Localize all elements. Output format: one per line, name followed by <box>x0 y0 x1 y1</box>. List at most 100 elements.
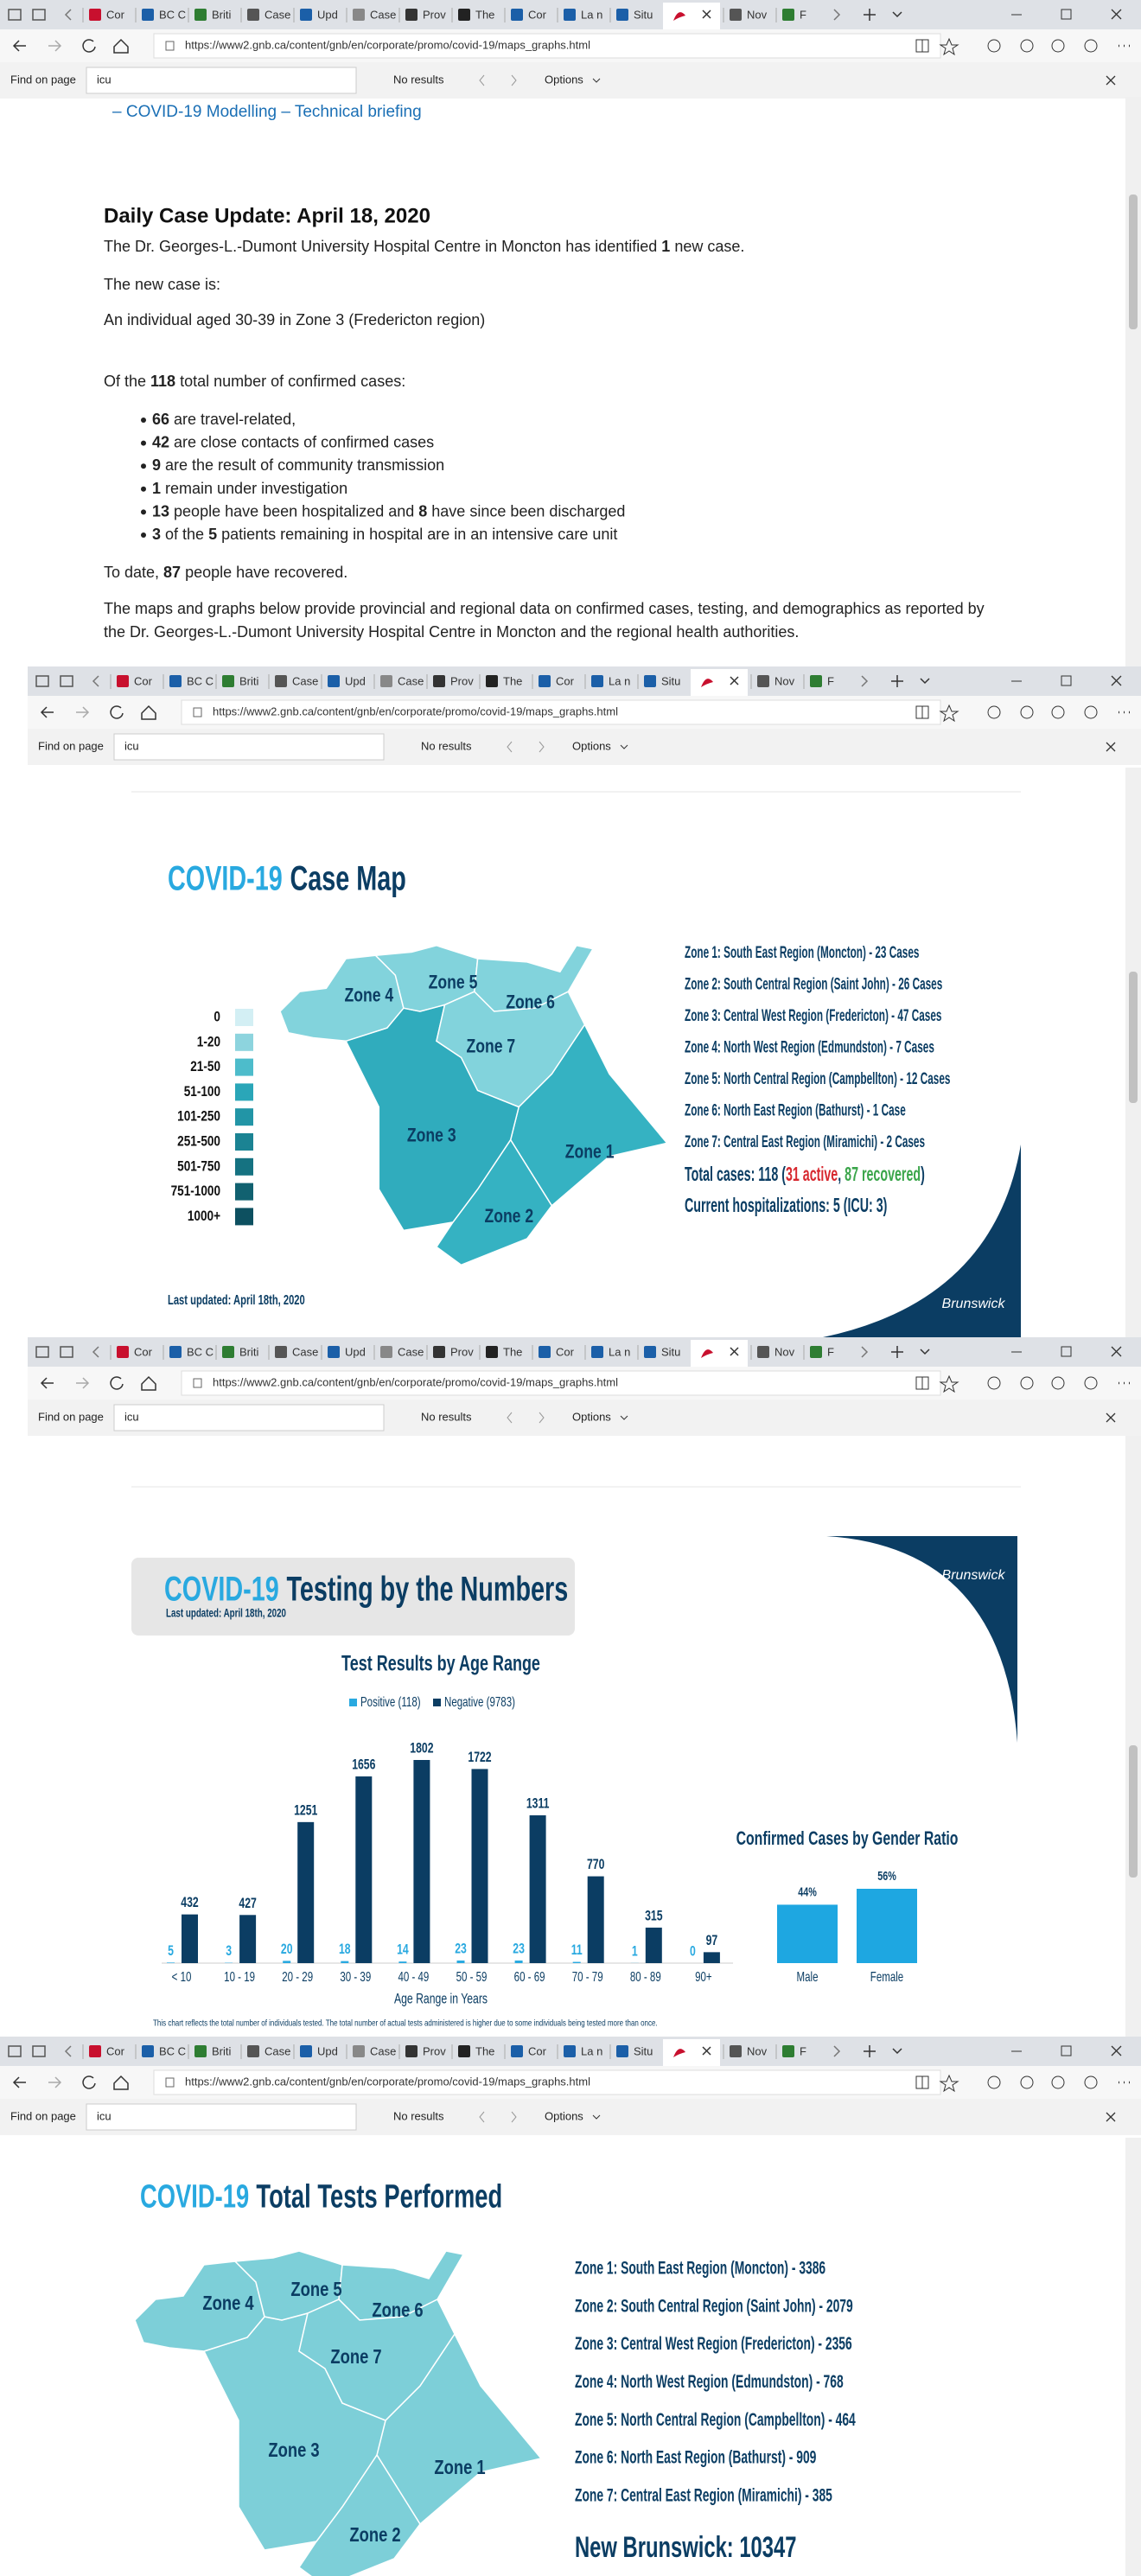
tab-title[interactable]: La n <box>581 8 602 21</box>
toolbar-icon[interactable] <box>1084 1376 1098 1390</box>
tab-favicon[interactable] <box>730 9 742 21</box>
back-button[interactable] <box>40 706 54 718</box>
tab-favicon[interactable] <box>486 1346 498 1358</box>
new-tab[interactable] <box>891 675 903 687</box>
tab-favicon[interactable] <box>300 9 312 21</box>
tab-favicon[interactable] <box>511 2045 523 2057</box>
new-tab[interactable] <box>891 1346 903 1358</box>
toolbar-icon[interactable] <box>1051 2075 1065 2089</box>
tab-title[interactable]: Upd <box>317 8 338 21</box>
find-next[interactable] <box>539 1412 545 1424</box>
tab-title[interactable]: The <box>503 1345 522 1358</box>
tab-title[interactable]: Briti <box>239 674 259 687</box>
tab-favicon[interactable] <box>564 9 576 21</box>
tab-favicon[interactable] <box>300 2045 312 2057</box>
find-close[interactable] <box>1106 742 1116 752</box>
url-box[interactable] <box>153 33 941 59</box>
tab-title[interactable]: Cor <box>134 674 153 687</box>
favorite[interactable] <box>939 37 959 56</box>
tab-favicon[interactable] <box>810 675 822 687</box>
tab-favicon[interactable] <box>458 2045 470 2057</box>
find-query[interactable]: icu <box>124 1410 139 1423</box>
tab-title[interactable]: F <box>827 674 834 687</box>
maximize[interactable] <box>1061 2045 1072 2056</box>
toolbar-icon[interactable] <box>1020 39 1034 53</box>
back-button[interactable] <box>40 1377 54 1389</box>
tab-title[interactable]: Prov <box>450 1345 474 1358</box>
toolbar-icon[interactable] <box>987 705 1001 719</box>
find-input[interactable] <box>86 67 357 94</box>
url-text[interactable]: https://www2.gnb.ca/content/gnb/en/corpo… <box>185 2075 590 2088</box>
tab-title[interactable]: The <box>503 674 522 687</box>
url-box[interactable] <box>181 1370 941 1396</box>
forward-button[interactable] <box>76 1377 90 1389</box>
tab-title[interactable]: F <box>800 8 806 21</box>
toolbar-icon[interactable] <box>1084 2075 1098 2089</box>
tab-favicon[interactable] <box>539 675 551 687</box>
refresh-button[interactable] <box>82 2075 96 2089</box>
back-button[interactable] <box>12 40 26 52</box>
favorite[interactable] <box>939 1374 959 1393</box>
tab-favicon[interactable] <box>757 675 769 687</box>
tab-title[interactable]: Situ <box>634 2044 653 2057</box>
tab-title[interactable]: Case <box>398 1345 424 1358</box>
close-window[interactable] <box>1111 675 1122 686</box>
tab-title[interactable]: Case <box>265 8 290 21</box>
tab-title[interactable]: Briti <box>212 8 232 21</box>
tab-title[interactable]: Case <box>265 2044 290 2057</box>
tab-favicon[interactable] <box>89 9 101 21</box>
toolbar-icon[interactable] <box>1051 705 1065 719</box>
maximize[interactable] <box>1061 675 1072 686</box>
new-tab[interactable] <box>864 9 876 21</box>
url-text[interactable]: https://www2.gnb.ca/content/gnb/en/corpo… <box>213 705 618 717</box>
tab-favicon[interactable] <box>616 9 628 21</box>
tab-title[interactable]: Prov <box>450 674 474 687</box>
tab-title[interactable]: Nov <box>747 2044 768 2057</box>
tab-favicon[interactable] <box>247 2045 259 2057</box>
tab-favicon[interactable] <box>380 1346 392 1358</box>
tab-favicon[interactable] <box>117 675 129 687</box>
tab-favicon[interactable] <box>782 9 794 21</box>
tab-title[interactable]: La n <box>609 674 630 687</box>
tab-list[interactable] <box>892 11 902 18</box>
find-query[interactable]: icu <box>97 73 112 86</box>
find-next[interactable] <box>539 741 545 753</box>
tab-title[interactable]: Cor <box>556 674 575 687</box>
toolbar-icon[interactable] <box>1084 705 1098 719</box>
tab-title[interactable]: Upd <box>345 674 366 687</box>
tab-favicon[interactable] <box>194 9 207 21</box>
close-window[interactable] <box>1111 1346 1122 1357</box>
toolbar-icon[interactable] <box>1020 1376 1034 1390</box>
tab-favicon[interactable] <box>591 675 603 687</box>
tab-title[interactable]: BC C <box>159 2044 186 2057</box>
tab-favicon[interactable] <box>353 2045 365 2057</box>
toolbar-icon[interactable] <box>1051 1376 1065 1390</box>
active-tab[interactable] <box>691 669 748 696</box>
tab-title[interactable]: Briti <box>239 1345 259 1358</box>
url-text[interactable]: https://www2.gnb.ca/content/gnb/en/corpo… <box>213 1375 618 1388</box>
refresh-button[interactable] <box>110 705 124 719</box>
article-link[interactable]: – COVID-19 Modelling – Technical briefin… <box>112 103 422 121</box>
forward-button[interactable] <box>48 2076 62 2088</box>
tab-favicon[interactable] <box>247 9 259 21</box>
home-button[interactable] <box>141 1375 156 1391</box>
tab-favicon[interactable] <box>222 1346 234 1358</box>
home-button[interactable] <box>113 2075 129 2090</box>
tab-title[interactable]: The <box>475 8 494 21</box>
url-text[interactable]: https://www2.gnb.ca/content/gnb/en/corpo… <box>185 38 590 51</box>
tab-favicon[interactable] <box>169 675 182 687</box>
tab-title[interactable]: Situ <box>661 674 680 687</box>
favorite[interactable] <box>939 704 959 723</box>
tab-title[interactable]: Cor <box>556 1345 575 1358</box>
tab-title[interactable]: Upd <box>345 1345 366 1358</box>
toolbar-icon[interactable] <box>1051 39 1065 53</box>
tab-title[interactable]: Cor <box>528 2044 547 2057</box>
active-tab[interactable] <box>691 1340 748 1367</box>
refresh-button[interactable] <box>82 39 96 53</box>
find-input[interactable] <box>113 733 385 761</box>
find-options[interactable]: Options <box>572 739 611 752</box>
toolbar-icon[interactable] <box>1020 2075 1034 2089</box>
tab-favicon[interactable] <box>730 2045 742 2057</box>
tab-favicon[interactable] <box>222 675 234 687</box>
tab-list[interactable] <box>920 678 930 685</box>
